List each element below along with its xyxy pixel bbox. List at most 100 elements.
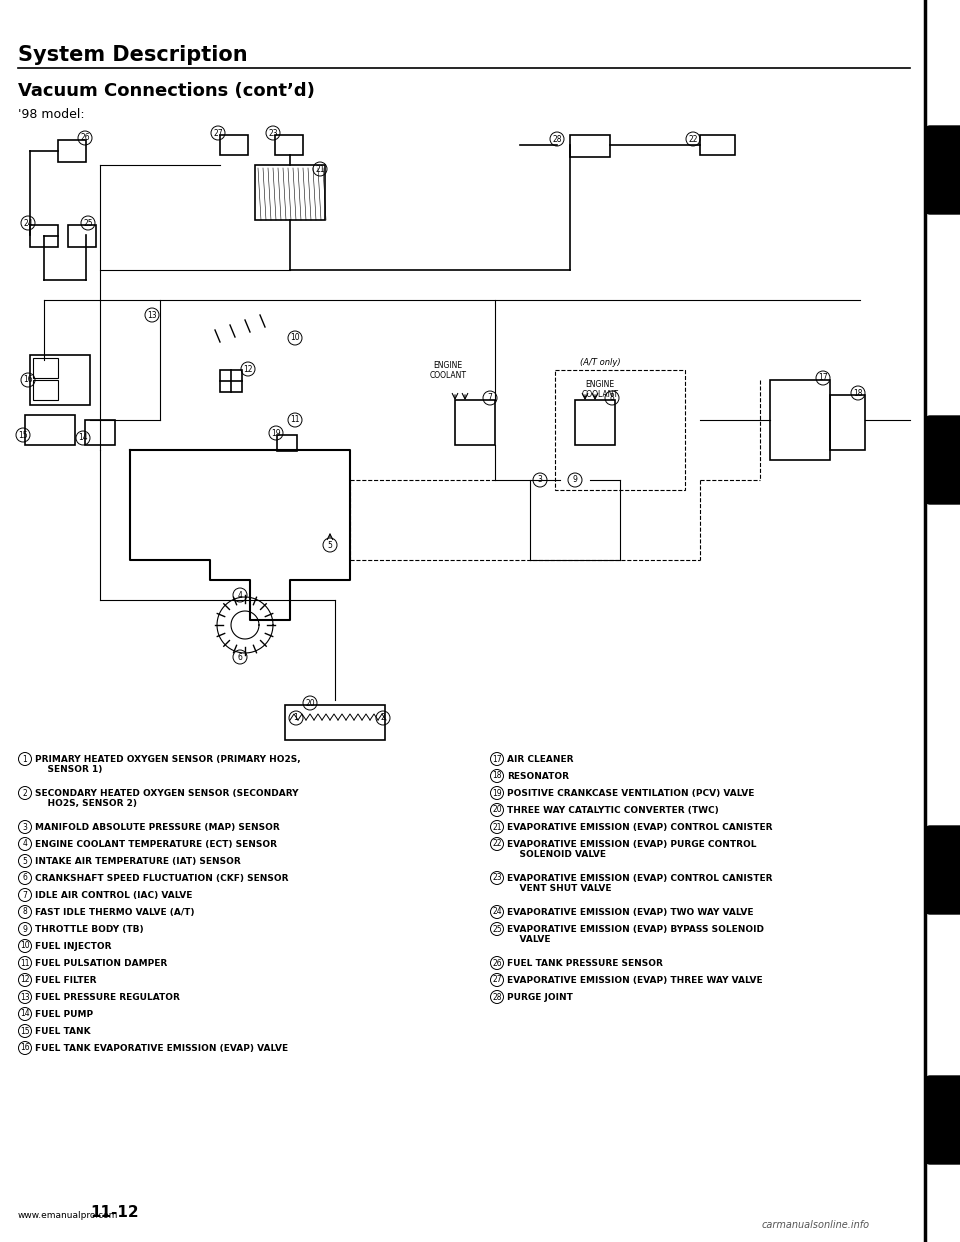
Bar	[33, 380, 58, 400]
Text: 7: 7	[23, 891, 28, 899]
Text: 9: 9	[572, 476, 577, 484]
Text: EVAPORATIVE EMISSION (EVAP) PURGE CONTROL
    SOLENOID VALVE: EVAPORATIVE EMISSION (EVAP) PURGE CONTRO…	[507, 840, 756, 859]
Text: 14: 14	[20, 1010, 30, 1018]
Text: Vacuum Connections (cont’d): Vacuum Connections (cont’d)	[18, 82, 315, 101]
FancyBboxPatch shape	[926, 826, 960, 914]
Text: AIR CLEANER: AIR CLEANER	[507, 755, 573, 764]
FancyBboxPatch shape	[926, 1076, 960, 1164]
Bar	[85, 420, 115, 445]
Text: 7: 7	[488, 394, 492, 402]
Bar	[220, 370, 242, 392]
FancyBboxPatch shape	[926, 125, 960, 214]
Bar	[33, 358, 58, 378]
Bar	[220, 135, 248, 155]
Text: PURGE JOINT: PURGE JOINT	[507, 994, 573, 1002]
Bar	[830, 395, 865, 450]
Bar	[285, 705, 385, 740]
Text: 23: 23	[268, 128, 277, 138]
Text: EVAPORATIVE EMISSION (EVAP) CONTROL CANISTER
    VENT SHUT VALVE: EVAPORATIVE EMISSION (EVAP) CONTROL CANI…	[507, 874, 773, 893]
Bar	[58, 140, 86, 161]
Text: 14: 14	[78, 433, 87, 442]
Text: 9: 9	[23, 924, 28, 934]
Text: 12: 12	[243, 364, 252, 374]
Text: 27: 27	[213, 128, 223, 138]
Bar	[700, 135, 735, 155]
Text: EVAPORATIVE EMISSION (EVAP) TWO WAY VALVE: EVAPORATIVE EMISSION (EVAP) TWO WAY VALV…	[507, 908, 754, 917]
Text: 8: 8	[610, 394, 614, 402]
Text: 15: 15	[18, 431, 28, 440]
Text: 19: 19	[492, 789, 502, 797]
Text: THREE WAY CATALYTIC CONVERTER (TWC): THREE WAY CATALYTIC CONVERTER (TWC)	[507, 806, 719, 815]
Text: 11-12: 11-12	[90, 1205, 138, 1220]
Text: 17: 17	[818, 374, 828, 383]
Text: ENGINE
COOLANT: ENGINE COOLANT	[429, 360, 467, 380]
Text: 28: 28	[492, 992, 502, 1001]
Text: 8: 8	[23, 908, 28, 917]
Text: '98 model:: '98 model:	[18, 108, 84, 120]
Text: FUEL INJECTOR: FUEL INJECTOR	[35, 941, 111, 951]
Text: 17: 17	[492, 754, 502, 764]
Bar	[30, 225, 58, 247]
Bar	[277, 435, 297, 451]
Text: 19: 19	[271, 428, 281, 437]
Text: 2: 2	[380, 713, 385, 723]
Text: System Description: System Description	[18, 45, 248, 65]
Bar	[575, 400, 615, 445]
Text: 6: 6	[23, 873, 28, 883]
Text: 21: 21	[492, 822, 502, 831]
Text: (A/T only): (A/T only)	[580, 358, 620, 366]
Text: CRANKSHAFT SPEED FLUCTUATION (CKF) SENSOR: CRANKSHAFT SPEED FLUCTUATION (CKF) SENSO…	[35, 874, 289, 883]
Text: 4: 4	[23, 840, 28, 848]
Text: 16: 16	[20, 1043, 30, 1052]
Text: 24: 24	[23, 219, 33, 227]
Text: POSITIVE CRANKCASE VENTILATION (PCV) VALVE: POSITIVE CRANKCASE VENTILATION (PCV) VAL…	[507, 789, 755, 799]
Text: 1: 1	[294, 713, 299, 723]
Text: 11: 11	[290, 416, 300, 425]
Text: 25: 25	[492, 924, 502, 934]
Text: EVAPORATIVE EMISSION (EVAP) THREE WAY VALVE: EVAPORATIVE EMISSION (EVAP) THREE WAY VA…	[507, 976, 762, 985]
Text: www.emanualpro.com: www.emanualpro.com	[18, 1211, 118, 1220]
Text: 12: 12	[20, 975, 30, 985]
Text: FUEL FILTER: FUEL FILTER	[35, 976, 97, 985]
Text: 18: 18	[492, 771, 502, 780]
Text: 21: 21	[315, 164, 324, 174]
Bar	[25, 415, 75, 445]
Text: PRIMARY HEATED OXYGEN SENSOR (PRIMARY HO2S,
    SENSOR 1): PRIMARY HEATED OXYGEN SENSOR (PRIMARY HO…	[35, 755, 300, 775]
Text: 26: 26	[81, 133, 90, 143]
Text: 26: 26	[492, 959, 502, 968]
Text: EVAPORATIVE EMISSION (EVAP) BYPASS SOLENOID
    VALVE: EVAPORATIVE EMISSION (EVAP) BYPASS SOLEN…	[507, 925, 764, 944]
Text: 22: 22	[688, 134, 698, 144]
Text: 23: 23	[492, 873, 502, 883]
Text: 10: 10	[20, 941, 30, 950]
Text: IDLE AIR CONTROL (IAC) VALVE: IDLE AIR CONTROL (IAC) VALVE	[35, 891, 192, 900]
Text: 5: 5	[23, 857, 28, 866]
FancyBboxPatch shape	[926, 416, 960, 504]
Text: 6: 6	[237, 652, 243, 662]
Text: RESONATOR: RESONATOR	[507, 773, 569, 781]
Text: ENGINE
COOLANT: ENGINE COOLANT	[582, 380, 618, 400]
Text: carmanualsonline.info: carmanualsonline.info	[762, 1220, 870, 1230]
Text: 5: 5	[327, 540, 332, 549]
Bar	[30, 355, 90, 405]
Text: FUEL TANK EVAPORATIVE EMISSION (EVAP) VALVE: FUEL TANK EVAPORATIVE EMISSION (EVAP) VA…	[35, 1045, 288, 1053]
Text: 10: 10	[290, 334, 300, 343]
Text: 15: 15	[20, 1026, 30, 1036]
Text: ENGINE COOLANT TEMPERATURE (ECT) SENSOR: ENGINE COOLANT TEMPERATURE (ECT) SENSOR	[35, 840, 277, 850]
Text: EVAPORATIVE EMISSION (EVAP) CONTROL CANISTER: EVAPORATIVE EMISSION (EVAP) CONTROL CANI…	[507, 823, 773, 832]
Text: THROTTLE BODY (TB): THROTTLE BODY (TB)	[35, 925, 144, 934]
Bar	[570, 135, 610, 156]
Text: FUEL PUMP: FUEL PUMP	[35, 1010, 93, 1018]
Text: SECONDARY HEATED OXYGEN SENSOR (SECONDARY
    HO2S, SENSOR 2): SECONDARY HEATED OXYGEN SENSOR (SECONDAR…	[35, 789, 299, 809]
Text: MANIFOLD ABSOLUTE PRESSURE (MAP) SENSOR: MANIFOLD ABSOLUTE PRESSURE (MAP) SENSOR	[35, 823, 279, 832]
Text: 3: 3	[538, 476, 542, 484]
Text: 28: 28	[552, 134, 562, 144]
Text: 13: 13	[20, 992, 30, 1001]
Text: 11: 11	[20, 959, 30, 968]
Text: 3: 3	[23, 822, 28, 831]
Bar	[255, 165, 325, 220]
Text: 20: 20	[305, 698, 315, 708]
Text: 2: 2	[23, 789, 28, 797]
Text: FAST IDLE THERMO VALVE (A/T): FAST IDLE THERMO VALVE (A/T)	[35, 908, 195, 917]
Bar	[770, 380, 830, 460]
Text: 22: 22	[492, 840, 502, 848]
